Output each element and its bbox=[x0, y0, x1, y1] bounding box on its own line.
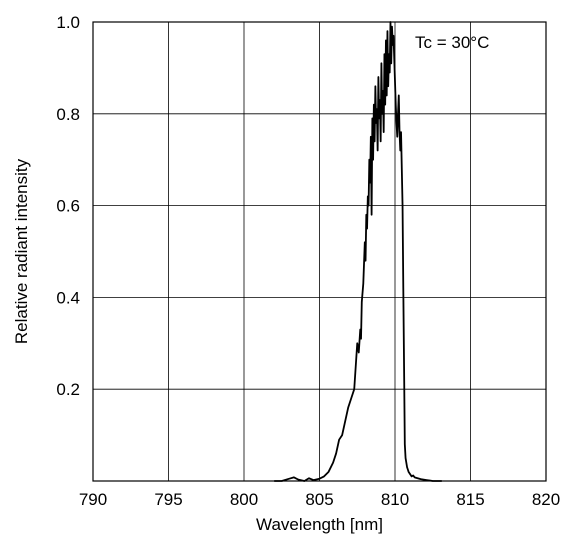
x-tick-label: 815 bbox=[456, 490, 484, 509]
series-layer bbox=[274, 21, 442, 482]
x-tick-label: 790 bbox=[79, 490, 107, 509]
x-tick-label: 805 bbox=[305, 490, 333, 509]
y-tick-label: 1.0 bbox=[56, 13, 80, 32]
spectrum-line-0 bbox=[274, 21, 442, 482]
x-tick-label: 810 bbox=[381, 490, 409, 509]
x-tick-label: 795 bbox=[154, 490, 182, 509]
y-tick-label: 0.8 bbox=[56, 105, 80, 124]
x-axis-ticks: 790 795 800 805 810 815 820 bbox=[79, 490, 560, 509]
condition-annotation: Tc = 30°C bbox=[415, 33, 489, 52]
y-tick-label: 0.2 bbox=[56, 380, 80, 399]
x-tick-label: 820 bbox=[532, 490, 560, 509]
y-tick-label: 0.4 bbox=[56, 288, 80, 307]
y-axis-title: Relative radiant intensity bbox=[12, 158, 31, 344]
x-tick-label: 800 bbox=[230, 490, 258, 509]
y-tick-label: 0.6 bbox=[56, 197, 80, 216]
plot-frame bbox=[92, 21, 547, 482]
x-axis-title: Wavelength [nm] bbox=[256, 515, 383, 534]
grid bbox=[93, 22, 546, 481]
y-axis-ticks: 0.2 0.4 0.6 0.8 1.0 bbox=[56, 13, 80, 399]
